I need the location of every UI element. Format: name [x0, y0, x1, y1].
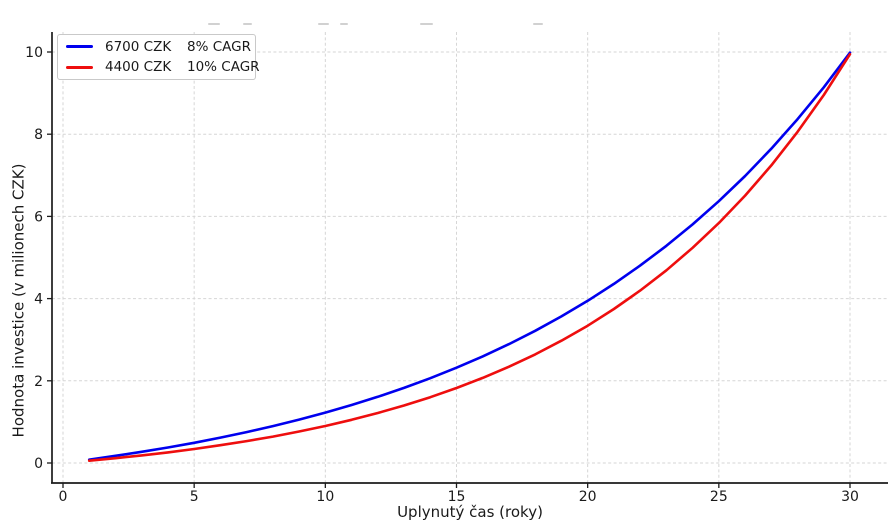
y-tick-label-2: 2	[34, 374, 43, 390]
y-tick-label-10: 10	[25, 45, 43, 61]
x-tick-label-5: 5	[190, 489, 199, 505]
series-line-1	[87, 51, 852, 461]
cropped-title-fragment	[340, 23, 348, 25]
series-line-2	[87, 52, 852, 462]
x-tick-label-20: 20	[579, 489, 597, 505]
cropped-title-fragment	[318, 23, 329, 25]
x-tick-label-25: 25	[710, 489, 728, 505]
y-axis-label: Hodnota investice (v milionech CZK)	[9, 163, 28, 438]
cropped-title-fragment	[533, 23, 543, 25]
x-axis-label: Uplynutý čas (roky)	[397, 503, 543, 521]
x-tick-label-30: 30	[841, 489, 859, 505]
legend-amount-label: 6700 CZK	[105, 38, 172, 55]
legend: 6700 CZK 8% CAGR 4400 CZK 10% CAGR	[57, 34, 260, 80]
y-tick-label-8: 8	[34, 127, 43, 143]
y-tick-label-6: 6	[34, 209, 43, 225]
legend-line-swatch-red	[66, 65, 93, 69]
x-tick-label-15: 15	[448, 489, 466, 505]
y-tick-label-4: 4	[34, 292, 43, 308]
cropped-title-fragment	[208, 23, 220, 25]
legend-line-swatch-blue	[66, 45, 93, 49]
cropped-title-fragment	[243, 23, 252, 25]
x-tick-label-0: 0	[59, 489, 68, 505]
legend-cagr-label: 8% CAGR	[187, 38, 251, 55]
legend-amount-label: 4400 CZK	[105, 59, 172, 76]
cropped-title-fragment	[420, 23, 433, 25]
legend-entry: 6700 CZK 8% CAGR	[66, 37, 251, 57]
legend-entry: 4400 CZK 10% CAGR	[66, 58, 260, 78]
x-tick-label-10: 10	[316, 489, 334, 505]
legend-cagr-label: 10% CAGR	[187, 59, 260, 76]
cropped-title-fragments	[0, 0, 893, 28]
y-tick-label-0: 0	[34, 456, 43, 472]
